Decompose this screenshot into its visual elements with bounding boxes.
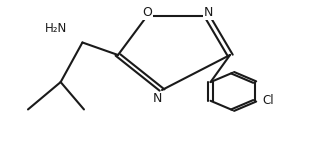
Text: H₂N: H₂N bbox=[45, 22, 67, 35]
Text: O: O bbox=[142, 6, 152, 19]
Text: N: N bbox=[204, 6, 213, 19]
Text: N: N bbox=[153, 92, 162, 105]
Text: Cl: Cl bbox=[262, 94, 274, 107]
